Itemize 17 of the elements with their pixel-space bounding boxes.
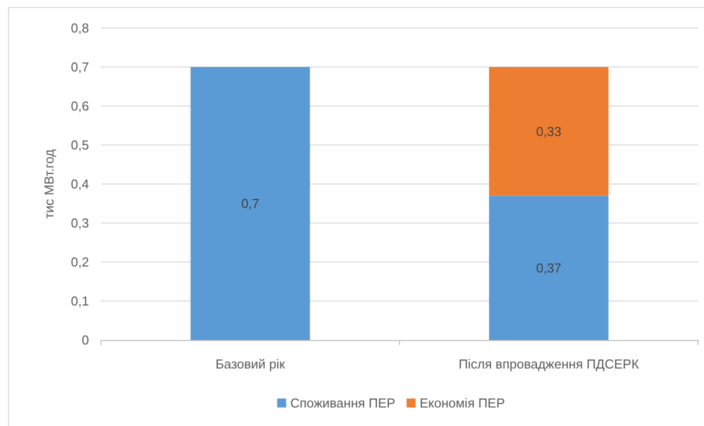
data-label: 0,37 — [536, 260, 562, 276]
y-tick-label: 0,2 — [70, 254, 89, 270]
y-tick-label: 0,6 — [70, 98, 89, 114]
x-tick-label: Після впровадження ПДСЕРК — [458, 356, 640, 372]
y-tick-label: 0,1 — [70, 294, 89, 309]
y-tick-label: 0,4 — [70, 176, 89, 192]
data-label: 0,33 — [536, 124, 562, 139]
y-tick-label: 0,3 — [70, 216, 89, 231]
y-tick-label: 0 — [82, 332, 89, 348]
y-tick-label: 0,7 — [70, 60, 89, 75]
legend-label: Споживання ПЕР — [290, 396, 396, 411]
y-tick-label: 0,8 — [70, 20, 89, 36]
legend-label: Економія ПЕР — [420, 396, 505, 411]
y-tick-label: 0,5 — [70, 138, 89, 153]
y-axis-title: тис МВт.год — [42, 148, 57, 219]
x-tick-label: Базовий рік — [215, 356, 286, 372]
data-label: 0,7 — [241, 196, 260, 212]
